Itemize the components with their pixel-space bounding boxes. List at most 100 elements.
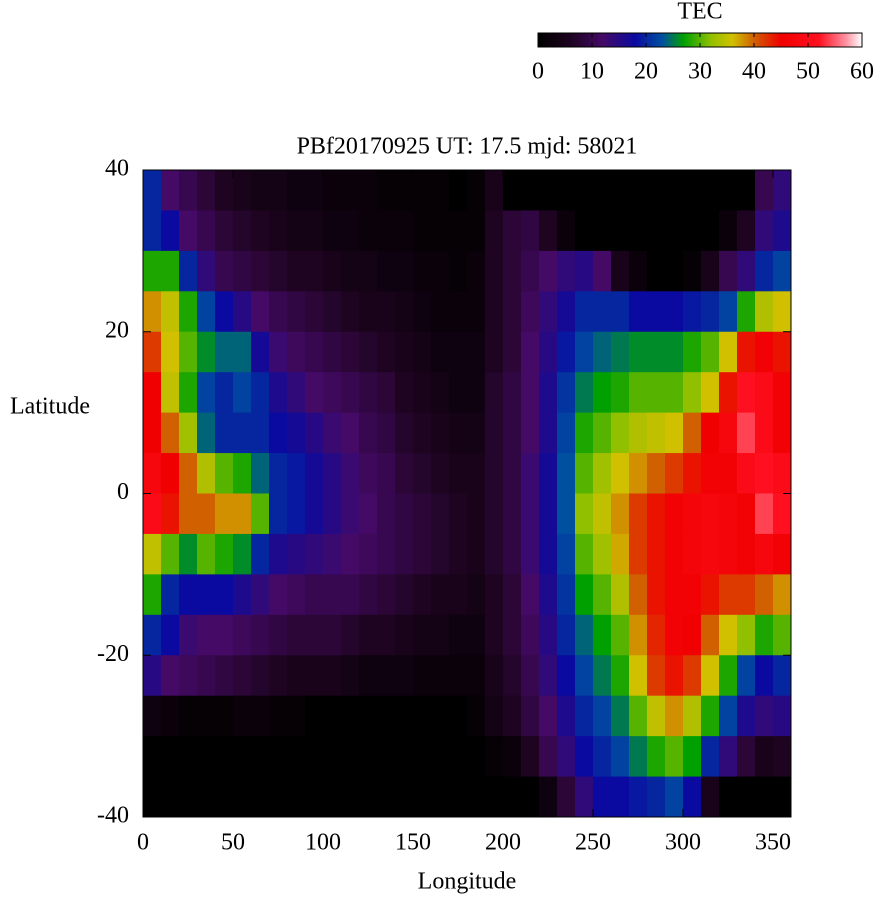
heat-cell <box>161 170 180 211</box>
heat-cell <box>611 170 630 211</box>
heat-cell <box>143 210 162 252</box>
heat-cell <box>539 493 558 535</box>
heat-cell <box>431 736 450 778</box>
heat-cell <box>341 210 360 252</box>
heat-cell <box>215 493 234 535</box>
heat-cell <box>719 331 738 373</box>
heat-cell <box>719 170 738 211</box>
heat-cell <box>539 776 558 818</box>
heat-cell <box>539 533 558 575</box>
heat-cell <box>161 736 180 778</box>
heat-cell <box>341 372 360 414</box>
heat-cell <box>305 291 324 333</box>
heat-cell <box>449 372 468 414</box>
heat-cell <box>269 655 288 697</box>
heat-cell <box>161 412 180 454</box>
heat-cell <box>143 170 162 211</box>
heat-cell <box>611 331 630 373</box>
heat-cell <box>611 695 630 737</box>
heat-cell <box>647 614 666 656</box>
x-tick-label: 100 <box>305 830 341 856</box>
heat-cell <box>431 331 450 373</box>
heat-cell <box>683 372 702 414</box>
heat-cell <box>287 210 306 252</box>
heat-cell <box>161 291 180 333</box>
heat-cell <box>521 574 540 616</box>
heat-cell <box>629 210 648 252</box>
heat-cell <box>485 291 504 333</box>
heat-cell <box>395 574 414 616</box>
heat-cell <box>179 655 198 697</box>
heat-cell <box>269 170 288 211</box>
heat-cell <box>701 291 720 333</box>
heat-cell <box>413 210 432 252</box>
heat-cell <box>521 736 540 778</box>
heat-cell <box>395 210 414 252</box>
heat-cell <box>233 493 252 535</box>
heat-cell <box>233 210 252 252</box>
heat-cell <box>251 291 270 333</box>
heat-cell <box>395 412 414 454</box>
heat-cell <box>593 170 612 211</box>
heat-cell <box>557 533 576 575</box>
x-tick-label: 50 <box>221 830 245 856</box>
heat-cell <box>593 736 612 778</box>
heat-cell <box>251 655 270 697</box>
heat-cell <box>593 453 612 494</box>
heat-cell <box>269 533 288 575</box>
heat-cell <box>503 614 522 656</box>
heat-cell <box>755 170 774 211</box>
heat-cell <box>431 614 450 656</box>
heat-cell <box>305 210 324 252</box>
heat-cell <box>395 250 414 292</box>
heat-cell <box>467 291 486 333</box>
heat-cell <box>179 250 198 292</box>
heat-cell <box>719 412 738 454</box>
heat-cell <box>215 655 234 697</box>
heat-cell <box>359 695 378 737</box>
heat-cell <box>575 533 594 575</box>
heat-cell <box>701 453 720 494</box>
heat-cell <box>179 412 198 454</box>
heat-cell <box>755 736 774 778</box>
heat-cell <box>593 412 612 454</box>
heat-cell <box>377 291 396 333</box>
heat-cell <box>485 533 504 575</box>
heat-cell <box>215 533 234 575</box>
y-tick-label: 0 <box>117 479 129 505</box>
heat-cell <box>737 331 756 373</box>
heat-cell <box>161 493 180 535</box>
heat-cell <box>305 331 324 373</box>
heat-cell <box>305 412 324 454</box>
heat-cell <box>773 210 792 252</box>
heat-cell <box>755 250 774 292</box>
heat-cell <box>665 493 684 535</box>
heat-cell <box>503 736 522 778</box>
heat-cell <box>737 412 756 454</box>
heat-cell <box>467 736 486 778</box>
heat-cell <box>341 695 360 737</box>
heat-cell <box>683 250 702 292</box>
heat-cell <box>287 695 306 737</box>
heat-cell <box>341 614 360 656</box>
heat-cell <box>233 453 252 494</box>
heat-cell <box>539 453 558 494</box>
heat-cell <box>629 614 648 656</box>
heat-cell <box>575 412 594 454</box>
heat-cell <box>719 614 738 656</box>
heat-cell <box>575 736 594 778</box>
heat-cell <box>701 210 720 252</box>
heat-cell <box>431 291 450 333</box>
heat-cell <box>305 574 324 616</box>
heat-cell <box>629 250 648 292</box>
heat-cell <box>503 250 522 292</box>
heat-cell <box>593 776 612 818</box>
heat-cell <box>683 331 702 373</box>
heat-cell <box>215 331 234 373</box>
heat-cell <box>143 574 162 616</box>
colorbar-title: TEC <box>677 0 722 25</box>
heat-cell <box>323 574 342 616</box>
heat-cell <box>269 574 288 616</box>
heat-cell <box>557 655 576 697</box>
heat-cell <box>647 574 666 616</box>
